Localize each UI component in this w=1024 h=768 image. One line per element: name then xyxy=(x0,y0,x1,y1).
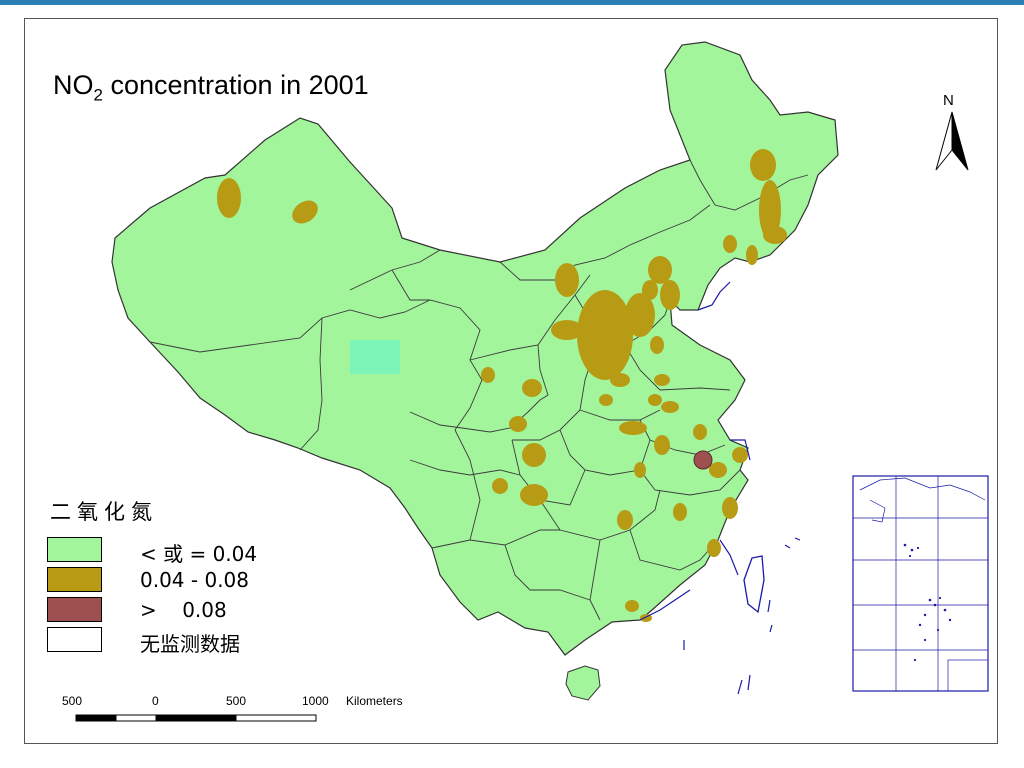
north-arrow-icon xyxy=(935,111,969,171)
slide-top-rule xyxy=(0,0,1024,5)
china-landmass xyxy=(111,41,839,656)
scale-tick-label: 0 xyxy=(152,694,159,708)
legend-label: > 0.08 xyxy=(140,598,227,622)
north-label: N xyxy=(943,92,954,109)
no-data-region xyxy=(350,340,400,374)
concentration-0.04-0.08-patches xyxy=(217,149,787,622)
hainan-island xyxy=(565,665,601,701)
map-title: NO2 concentration in 2001 xyxy=(53,70,369,105)
taiwan-island xyxy=(743,555,765,614)
legend-label: 0.04 - 0.08 xyxy=(140,568,249,592)
legend-swatch xyxy=(47,567,102,592)
legend-title: 二氧化氮 xyxy=(50,500,158,524)
legend-label: < 或 = 0.04 xyxy=(140,542,258,566)
south-china-sea-inset xyxy=(852,475,989,692)
concentration-over-0.08-patches xyxy=(693,450,713,470)
scale-tick-label: 500 xyxy=(226,694,247,708)
scale-tick-label: 500 xyxy=(62,694,83,708)
scale-bar xyxy=(75,714,317,722)
scale-tick-label: 1000 xyxy=(302,694,329,708)
legend-swatch xyxy=(47,597,102,622)
scale-unit-label: Kilometers xyxy=(346,694,403,708)
legend-label: 无监测数据 xyxy=(140,632,240,656)
coastline-detail xyxy=(639,281,801,695)
legend-swatch xyxy=(47,537,102,562)
legend-swatch xyxy=(47,627,102,652)
